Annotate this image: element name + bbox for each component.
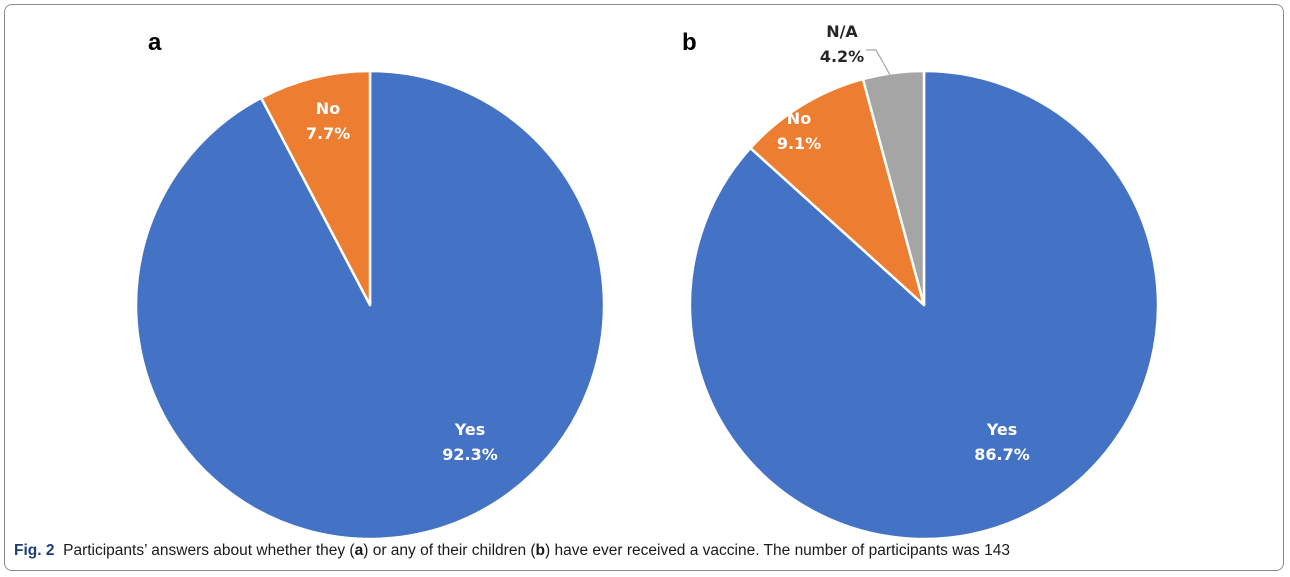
pie-b-value-no: 9.1% [777,134,821,153]
pie-b-value-yes: 86.7% [974,445,1030,464]
pie-b-label-yes: Yes [986,420,1018,439]
pie-charts: Yes 92.3% No 7.7% a Yes 86.7% No 9.1% N/A 4.2% b [134,22,1160,540]
pie-b-slice-n-a [861,69,926,307]
figure-caption: Fig. 2 Participants’ answers about wheth… [14,542,1276,560]
figure-label: Fig. 2 [14,542,55,559]
pie-b-label-n-a: N/A [826,22,858,41]
pie-a-slice-no [259,69,372,307]
pie-chart-a: Yes 92.3% No 7.7% a [134,29,606,540]
pie-chart-b: Yes 86.7% No 9.1% N/A 4.2% b [682,22,1160,540]
pie-a-value-yes: 92.3% [442,445,498,464]
pie-a-label-yes: Yes [454,420,486,439]
pie-b-value-n-a: 4.2% [820,47,864,66]
caption-text-3: ) have ever received a vaccine. The numb… [545,542,1010,559]
pie-a-label-no: No [316,99,340,118]
panel-letter-a: a [148,29,162,56]
caption-text-1: Participants’ answers about whether they… [63,542,355,559]
caption-ref-b: b [535,542,545,559]
pie-b-slice-no [749,77,926,307]
caption-text-2: ) or any of their children ( [363,542,536,559]
pie-b-leader-line [866,49,891,76]
caption-ref-a: a [354,542,364,559]
pie-a-value-no: 7.7% [306,124,350,143]
panel-letter-b: b [682,29,697,56]
pie-b-label-no: No [787,109,811,128]
